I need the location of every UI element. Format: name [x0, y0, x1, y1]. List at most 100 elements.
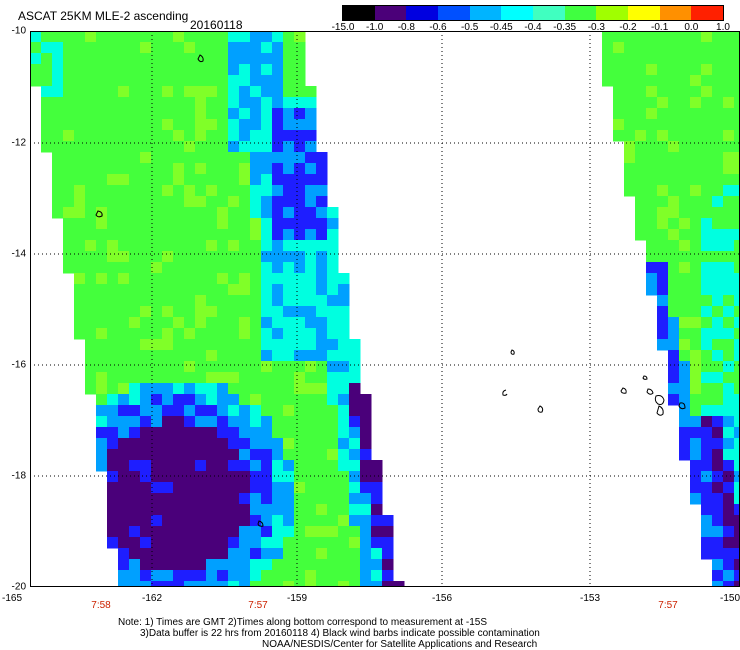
wind-cell [184, 339, 196, 351]
wind-cell [217, 108, 229, 120]
wind-cell [316, 526, 328, 538]
wind-cell [723, 526, 735, 538]
wind-cell [140, 185, 152, 197]
wind-cell [239, 460, 251, 472]
wind-cell [734, 262, 740, 274]
wind-cell [217, 284, 229, 296]
wind-cell [217, 405, 229, 417]
wind-cell [316, 394, 328, 406]
wind-cell [338, 504, 350, 516]
wind-cell [679, 383, 691, 395]
wind-cell [668, 262, 680, 274]
wind-cell [250, 427, 262, 439]
wind-cell [360, 460, 372, 472]
wind-cell [107, 394, 119, 406]
wind-cell [151, 240, 163, 252]
time-label: 7:58 [91, 600, 111, 611]
wind-cell [239, 471, 251, 483]
wind-cell [305, 526, 317, 538]
wind-cell [316, 295, 328, 307]
wind-cell [657, 64, 669, 76]
wind-cell [162, 361, 174, 373]
wind-cell [239, 427, 251, 439]
wind-cell [316, 339, 328, 351]
wind-cell [195, 482, 207, 494]
wind-cell [41, 108, 53, 120]
wind-cell [734, 570, 740, 582]
wind-cell [646, 284, 658, 296]
wind-cell [140, 504, 152, 516]
wind-cell [85, 218, 97, 230]
wind-cell [140, 108, 152, 120]
wind-cell [635, 31, 647, 43]
wind-cell [272, 416, 284, 428]
wind-cell [734, 394, 740, 406]
wind-cell [723, 295, 735, 307]
wind-cell [305, 152, 317, 164]
wind-cell [283, 394, 295, 406]
wind-cell [305, 559, 317, 571]
wind-cell [701, 207, 713, 219]
wind-cell [679, 97, 691, 109]
wind-cell [85, 163, 97, 175]
wind-cell [195, 141, 207, 153]
wind-cell [217, 515, 229, 527]
wind-cell [690, 97, 702, 109]
wind-cell [712, 42, 724, 54]
wind-cell [360, 537, 372, 549]
wind-cell [316, 185, 328, 197]
wind-cell [173, 229, 185, 241]
wind-cell [294, 361, 306, 373]
wind-cell [294, 317, 306, 329]
wind-cell [162, 196, 174, 208]
wind-cell [173, 482, 185, 494]
wind-cell [613, 42, 625, 54]
wind-cell [85, 240, 97, 252]
wind-cell [272, 185, 284, 197]
wind-cell [349, 504, 361, 516]
wind-cell [624, 97, 636, 109]
wind-cell [657, 218, 669, 230]
wind-cell [184, 570, 196, 582]
wind-cell [184, 31, 196, 43]
wind-cell [668, 185, 680, 197]
wind-cell [338, 559, 350, 571]
wind-cell [41, 119, 53, 131]
wind-cell [228, 273, 240, 285]
wind-cell [261, 262, 273, 274]
wind-cell [668, 284, 680, 296]
wind-cell [734, 537, 740, 549]
wind-cell [635, 75, 647, 87]
wind-cell [272, 295, 284, 307]
wind-cell [239, 295, 251, 307]
wind-cell [195, 515, 207, 527]
wind-cell [668, 174, 680, 186]
wind-cell [85, 196, 97, 208]
wind-cell [360, 526, 372, 538]
wind-cell [217, 207, 229, 219]
wind-cell [316, 372, 328, 384]
wind-cell [85, 141, 97, 153]
wind-cell [635, 97, 647, 109]
wind-cell [63, 119, 75, 131]
wind-cell [217, 328, 229, 340]
wind-cell [206, 394, 218, 406]
wind-cell [129, 207, 141, 219]
wind-cell [261, 273, 273, 285]
wind-cell [646, 64, 658, 76]
wind-cell [690, 31, 702, 43]
wind-cell [140, 141, 152, 153]
wind-cell [140, 97, 152, 109]
wind-cell [712, 460, 724, 472]
wind-cell [360, 427, 372, 439]
wind-cell [129, 383, 141, 395]
wind-cell [283, 438, 295, 450]
wind-cell [85, 339, 97, 351]
wind-cell [283, 526, 295, 538]
wind-cell [228, 284, 240, 296]
colorbar-segment [501, 6, 534, 20]
wind-cell [107, 42, 119, 54]
wind-cell [261, 163, 273, 175]
wind-cell [96, 284, 108, 296]
wind-cell [239, 31, 251, 43]
